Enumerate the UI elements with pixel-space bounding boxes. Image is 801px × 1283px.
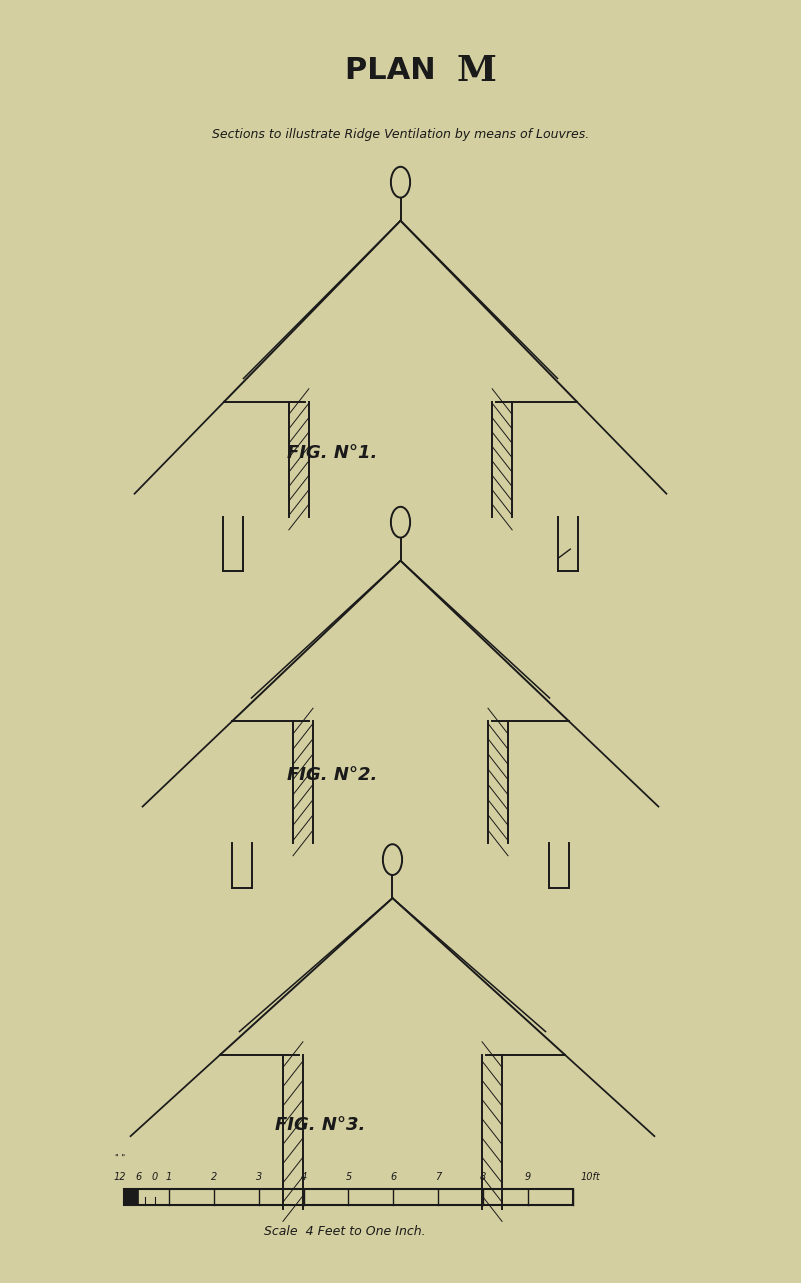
Text: " ": " " (115, 1155, 125, 1164)
Text: 2: 2 (211, 1171, 217, 1182)
Text: 0: 0 (151, 1171, 157, 1182)
Text: 3: 3 (256, 1171, 262, 1182)
Text: Scale  4 Feet to One Inch.: Scale 4 Feet to One Inch. (264, 1225, 425, 1238)
Text: 10ft: 10ft (581, 1171, 601, 1182)
Text: 6: 6 (390, 1171, 396, 1182)
Text: FIG. N°1.: FIG. N°1. (288, 444, 377, 462)
Bar (124, 1189, 573, 1205)
Text: 1: 1 (166, 1171, 172, 1182)
Text: FIG. N°2.: FIG. N°2. (288, 766, 377, 784)
Text: 9: 9 (525, 1171, 531, 1182)
Text: FIG. N°3.: FIG. N°3. (276, 1116, 365, 1134)
Text: 6: 6 (136, 1171, 142, 1182)
Text: 7: 7 (435, 1171, 441, 1182)
Text: 4: 4 (300, 1171, 307, 1182)
Text: 8: 8 (480, 1171, 486, 1182)
Text: 5: 5 (345, 1171, 352, 1182)
Text: 12: 12 (114, 1171, 127, 1182)
Bar (124, 1189, 138, 1205)
Text: M: M (457, 54, 497, 87)
Text: Sections to illustrate Ridge Ventilation by means of Louvres.: Sections to illustrate Ridge Ventilation… (212, 128, 589, 141)
Text: PLAN: PLAN (344, 56, 457, 85)
